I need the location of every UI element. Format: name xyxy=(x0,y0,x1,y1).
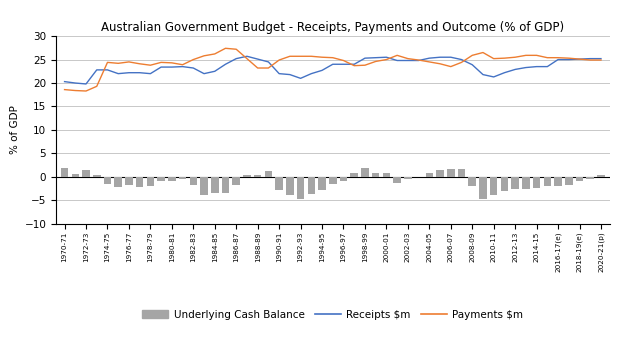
Bar xyxy=(104,177,111,184)
Title: Australian Government Budget - Receipts, Payments and Outcome (% of GDP): Australian Government Budget - Receipts,… xyxy=(101,21,564,34)
Bar xyxy=(318,177,326,190)
Bar xyxy=(554,177,562,186)
Bar xyxy=(458,169,465,177)
Bar xyxy=(157,177,165,181)
Bar xyxy=(479,177,487,199)
Y-axis label: % of GDP: % of GDP xyxy=(10,105,21,155)
Bar xyxy=(393,177,401,183)
Bar xyxy=(136,177,144,187)
Bar xyxy=(264,171,272,177)
Bar xyxy=(61,169,68,177)
Bar xyxy=(211,177,218,193)
Bar xyxy=(597,175,605,177)
Bar xyxy=(221,177,230,193)
Bar xyxy=(276,177,283,191)
Bar xyxy=(576,177,583,181)
Bar xyxy=(114,177,122,187)
Bar xyxy=(286,177,294,195)
Bar xyxy=(361,169,369,177)
Bar xyxy=(329,177,337,184)
Bar xyxy=(297,177,304,199)
Bar xyxy=(190,177,197,185)
Bar xyxy=(125,177,132,185)
Bar xyxy=(490,177,498,195)
Bar xyxy=(233,177,240,185)
Bar xyxy=(565,177,572,185)
Bar xyxy=(522,177,530,189)
Bar xyxy=(82,170,90,177)
Bar xyxy=(404,177,412,179)
Bar xyxy=(544,177,551,186)
Bar xyxy=(307,177,315,194)
Bar xyxy=(254,175,261,177)
Bar xyxy=(425,173,433,177)
Bar xyxy=(179,177,187,179)
Bar xyxy=(587,177,594,179)
Bar xyxy=(200,177,208,195)
Bar xyxy=(447,169,455,177)
Bar xyxy=(511,177,519,189)
Bar xyxy=(93,175,101,177)
Bar xyxy=(501,177,508,191)
Bar xyxy=(383,173,390,177)
Bar xyxy=(436,170,444,177)
Bar xyxy=(340,177,347,181)
Bar xyxy=(468,177,476,186)
Bar xyxy=(533,177,541,188)
Bar xyxy=(147,177,154,186)
Bar xyxy=(168,177,175,180)
Bar xyxy=(243,174,251,177)
Bar xyxy=(72,174,79,177)
Bar xyxy=(372,173,379,177)
Bar xyxy=(350,173,358,177)
Legend: Underlying Cash Balance, Receipts $m, Payments $m: Underlying Cash Balance, Receipts $m, Pa… xyxy=(138,305,527,324)
